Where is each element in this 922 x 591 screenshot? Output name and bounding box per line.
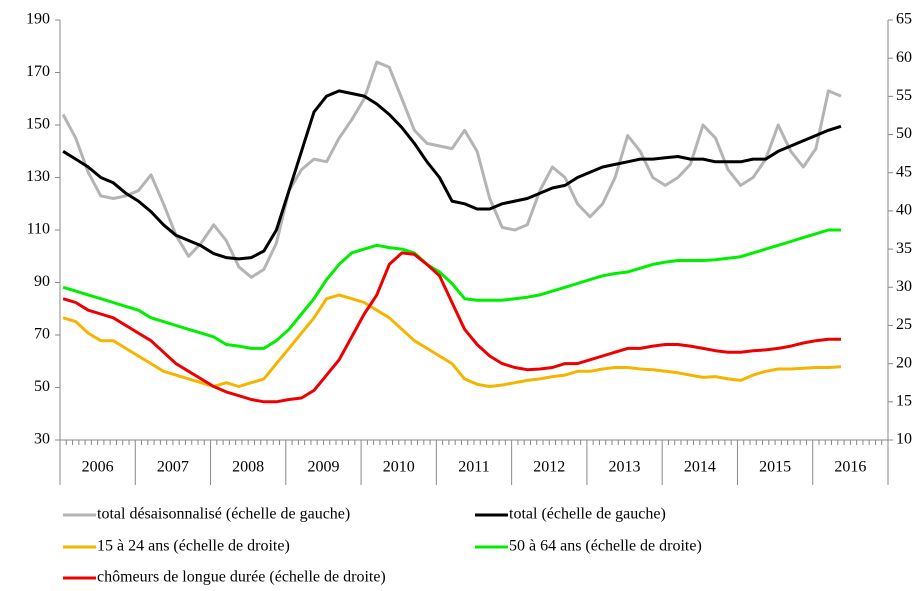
legend-label: total (échelle de gauche) <box>509 506 666 523</box>
y2-tick-label: 60 <box>896 49 912 66</box>
y2-tick-label: 20 <box>896 354 912 371</box>
series-line <box>62 293 842 388</box>
y2-tick-label: 55 <box>896 87 912 104</box>
x-tick-label: 2011 <box>458 459 489 476</box>
legend-label: 15 à 24 ans (échelle de droite) <box>97 538 290 555</box>
x-tick-label: 2015 <box>759 459 791 476</box>
x-tick-label: 2006 <box>82 459 114 476</box>
y-tick-label: 150 <box>26 116 50 133</box>
y-tick-label: 50 <box>34 378 50 395</box>
x-tick-label: 2009 <box>307 459 339 476</box>
y2-tick-label: 45 <box>896 163 912 180</box>
legend-label: total désaisonnalisé (échelle de gauche) <box>97 506 350 523</box>
y-tick-label: 70 <box>34 326 50 343</box>
x-tick-label: 2010 <box>383 459 415 476</box>
y2-tick-label: 15 <box>896 392 912 409</box>
y-tick-label: 190 <box>26 11 50 28</box>
y2-tick-label: 65 <box>896 11 912 28</box>
y-tick-label: 130 <box>26 168 50 185</box>
x-tick-label: 2016 <box>834 459 866 476</box>
y2-tick-label: 35 <box>896 240 912 257</box>
series-line <box>62 228 841 350</box>
y2-tick-label: 10 <box>896 431 912 448</box>
x-tick-label: 2007 <box>157 459 189 476</box>
y2-tick-label: 25 <box>896 316 912 333</box>
y2-tick-label: 40 <box>896 202 912 219</box>
y-tick-label: 90 <box>34 273 50 290</box>
legend-label: chômeurs de longue durée (échelle de dro… <box>97 569 386 586</box>
y-tick-label: 170 <box>26 63 50 80</box>
series-line <box>62 89 842 261</box>
y2-tick-label: 30 <box>896 278 912 295</box>
x-tick-label: 2014 <box>684 459 716 476</box>
series-line <box>62 251 841 404</box>
x-tick-label: 2012 <box>533 459 565 476</box>
y-tick-label: 30 <box>34 431 50 448</box>
y2-tick-label: 50 <box>896 125 912 142</box>
legend-label: 50 à 64 ans (échelle de droite) <box>509 538 702 555</box>
x-tick-label: 2013 <box>609 459 641 476</box>
y-tick-label: 110 <box>27 221 50 238</box>
series-line <box>61 60 842 279</box>
x-tick-label: 2008 <box>232 459 264 476</box>
